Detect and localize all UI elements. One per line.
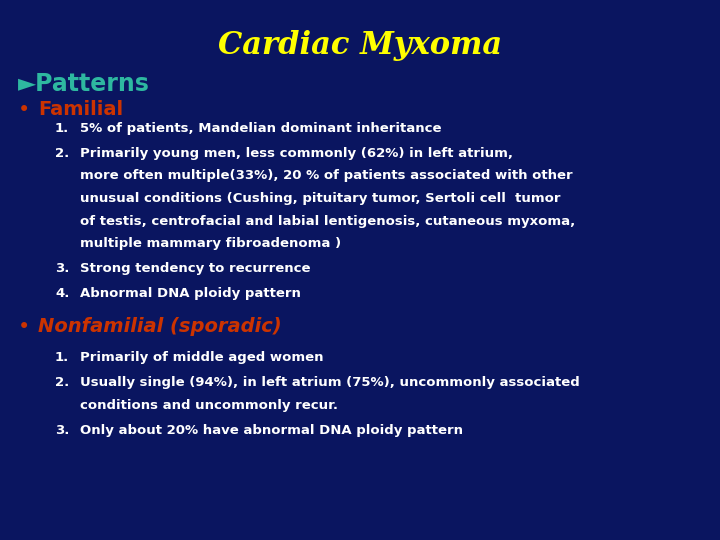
Text: •: • <box>18 318 30 338</box>
Text: 2.: 2. <box>55 376 69 389</box>
Text: Usually single (94%), in left atrium (75%), uncommonly associated: Usually single (94%), in left atrium (75… <box>80 376 580 389</box>
Text: Primarily young men, less commonly (62%) in left atrium,: Primarily young men, less commonly (62%)… <box>80 147 513 160</box>
Text: Abnormal DNA ploidy pattern: Abnormal DNA ploidy pattern <box>80 287 301 300</box>
Text: Strong tendency to recurrence: Strong tendency to recurrence <box>80 262 310 275</box>
Text: more often multiple(33%), 20 % of patients associated with other: more often multiple(33%), 20 % of patien… <box>80 170 572 183</box>
Text: Primarily of middle aged women: Primarily of middle aged women <box>80 352 323 365</box>
Text: 3.: 3. <box>55 262 69 275</box>
Text: Cardiac Myxoma: Cardiac Myxoma <box>218 30 502 61</box>
Text: 3.: 3. <box>55 423 69 436</box>
Text: 1.: 1. <box>55 352 69 365</box>
Text: ►Patterns: ►Patterns <box>18 72 150 96</box>
Text: 5% of patients, Mandelian dominant inheritance: 5% of patients, Mandelian dominant inher… <box>80 122 441 135</box>
Text: 2.: 2. <box>55 147 69 160</box>
Text: Familial: Familial <box>38 100 123 119</box>
Text: of testis, centrofacial and labial lentigenosis, cutaneous myxoma,: of testis, centrofacial and labial lenti… <box>80 215 575 228</box>
Text: 1.: 1. <box>55 122 69 135</box>
Text: Only about 20% have abnormal DNA ploidy pattern: Only about 20% have abnormal DNA ploidy … <box>80 423 463 436</box>
Text: Nonfamilial (sporadic): Nonfamilial (sporadic) <box>38 318 282 336</box>
Text: multiple mammary fibroadenoma ): multiple mammary fibroadenoma ) <box>80 238 341 251</box>
Text: conditions and uncommonly recur.: conditions and uncommonly recur. <box>80 399 338 412</box>
Text: 4.: 4. <box>55 287 69 300</box>
Text: unusual conditions (Cushing, pituitary tumor, Sertoli cell  tumor: unusual conditions (Cushing, pituitary t… <box>80 192 560 205</box>
Text: •: • <box>18 100 30 120</box>
